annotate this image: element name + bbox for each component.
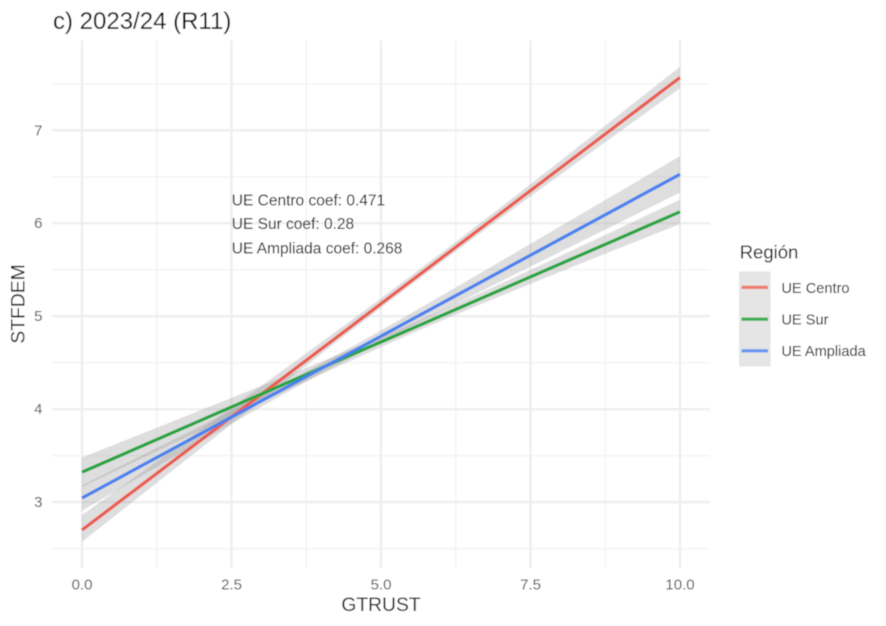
svg-text:STFDEM: STFDEM (9, 264, 30, 343)
svg-text:GTRUST: GTRUST (341, 595, 420, 616)
svg-text:UE Sur: UE Sur (781, 313, 828, 329)
svg-text:Región: Región (740, 241, 799, 262)
svg-text:5: 5 (34, 308, 42, 325)
svg-text:0.0: 0.0 (72, 577, 93, 594)
svg-text:6: 6 (34, 215, 42, 232)
svg-text:7: 7 (34, 122, 42, 139)
svg-text:5.0: 5.0 (371, 577, 392, 594)
svg-text:2.5: 2.5 (221, 577, 242, 594)
svg-text:4: 4 (34, 401, 42, 418)
svg-text:UE Ampliada: UE Ampliada (781, 344, 866, 360)
svg-text:UE Centro: UE Centro (781, 281, 849, 297)
svg-text:7.5: 7.5 (520, 577, 541, 594)
svg-text:UE Sur coef: 0.28: UE Sur coef: 0.28 (232, 216, 354, 233)
svg-text:UE Centro coef: 0.471: UE Centro coef: 0.471 (232, 192, 385, 209)
svg-text:10.0: 10.0 (665, 577, 694, 594)
svg-text:3: 3 (34, 494, 42, 511)
svg-text:c) 2023/24 (R11): c) 2023/24 (R11) (53, 8, 231, 35)
svg-text:UE Ampliada coef: 0.268: UE Ampliada coef: 0.268 (232, 240, 403, 257)
